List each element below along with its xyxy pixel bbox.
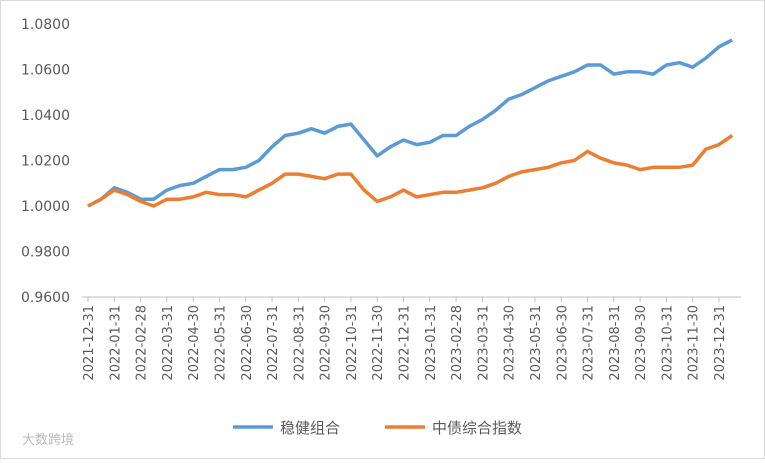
y-tick-label: 1.0600 (21, 63, 70, 79)
y-tick-label: 1.0800 (21, 17, 70, 33)
legend-label: 中债综合指数 (432, 419, 522, 437)
legend-label: 稳健组合 (280, 419, 340, 437)
x-tick-label: 2023-12-31 (713, 305, 728, 381)
x-tick-label: 2023-10-31 (660, 305, 675, 381)
x-tick-label: 2021-12-31 (82, 305, 97, 381)
x-tick-label: 2022-09-30 (319, 305, 334, 381)
y-tick-label: 0.9600 (21, 290, 70, 306)
x-tick-label: 2023-04-30 (503, 305, 518, 381)
watermark: 大数跨境 (22, 433, 74, 448)
x-tick-label: 2023-03-31 (476, 305, 491, 381)
x-tick-label: 2022-04-30 (187, 305, 202, 381)
x-tick-label: 2023-07-31 (582, 305, 597, 381)
x-tick-label: 2023-08-31 (608, 305, 623, 381)
y-tick-label: 0.9800 (21, 245, 70, 261)
x-tick-label: 2023-02-28 (450, 305, 465, 381)
x-tick-label: 2022-01-31 (108, 305, 123, 381)
x-tick-label: 2022-02-28 (135, 305, 150, 381)
x-tick-label: 2023-06-30 (555, 305, 570, 381)
x-tick-label: 2022-12-31 (398, 305, 413, 381)
series-line (87, 38, 734, 208)
y-tick-label: 1.0200 (21, 154, 70, 170)
x-tick-label: 2022-10-31 (345, 305, 360, 381)
x-tick-label: 2023-09-30 (634, 305, 649, 381)
series-line (87, 134, 734, 208)
x-tick-label: 2023-05-31 (529, 305, 544, 381)
y-tick-label: 1.0000 (21, 199, 70, 215)
x-tick-label: 2022-11-30 (371, 305, 386, 381)
x-tick-label: 2023-11-30 (687, 305, 702, 381)
x-tick-label: 2022-03-31 (161, 305, 176, 381)
x-tick-label: 2022-06-30 (240, 305, 255, 381)
x-tick-label: 2022-07-31 (266, 305, 281, 381)
x-tick-label: 2023-01-31 (424, 305, 439, 381)
y-tick-label: 1.0400 (21, 108, 70, 124)
x-tick-label: 2022-05-31 (213, 305, 228, 381)
x-tick-label: 2022-08-31 (292, 305, 307, 381)
